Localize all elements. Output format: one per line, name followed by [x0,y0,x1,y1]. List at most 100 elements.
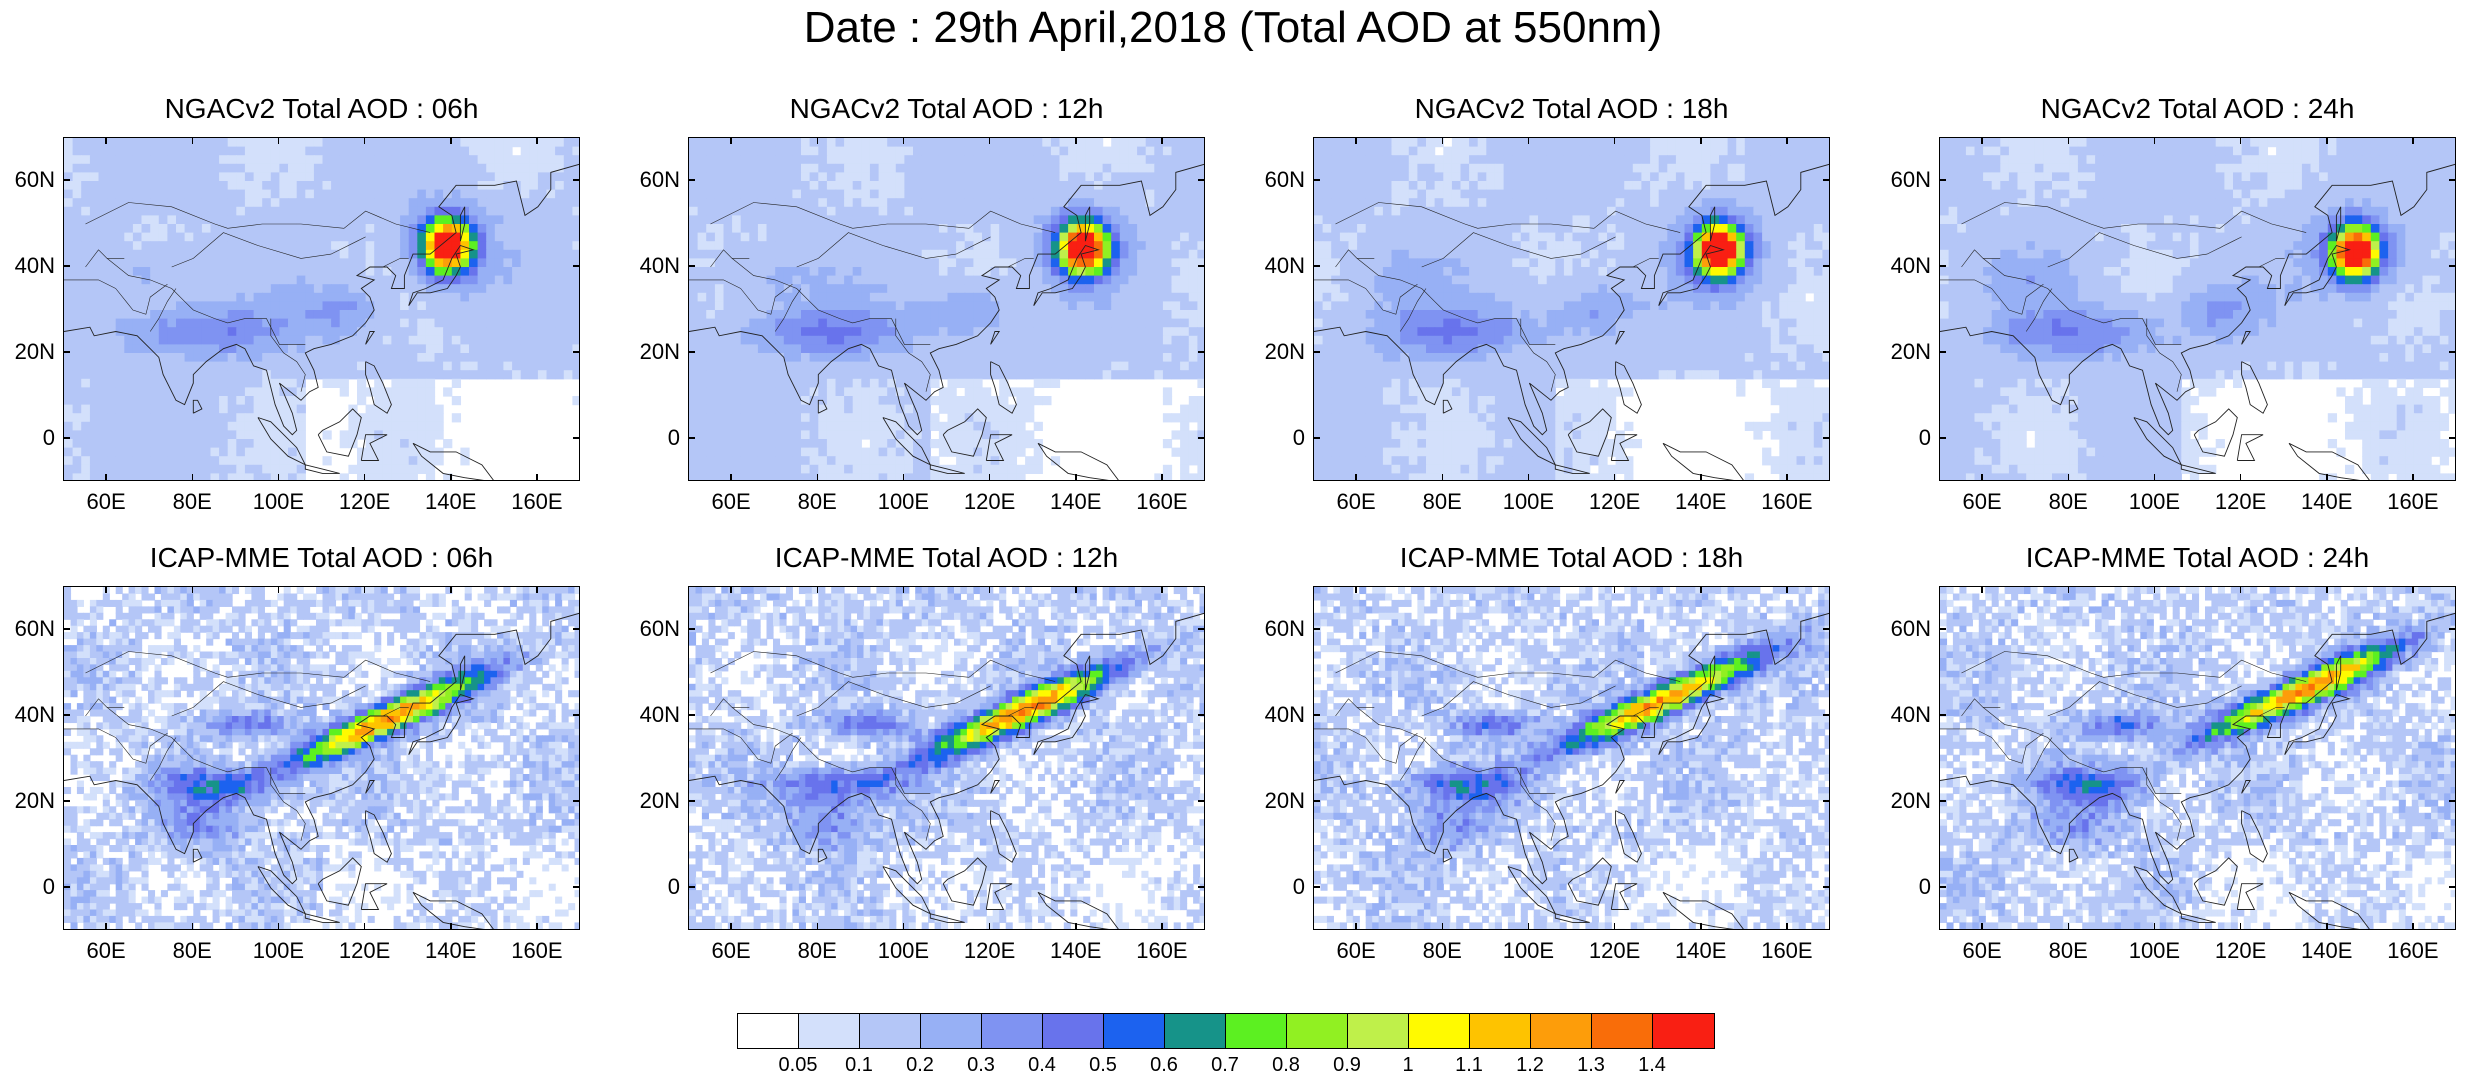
lon-tick [1442,474,1444,481]
colorbar-swatch [1531,1014,1592,1048]
lat-tick [63,265,70,267]
lon-tick-label: 60E [1947,940,2017,962]
lat-tick [1198,714,1205,716]
lon-tick-label: 60E [1321,940,1391,962]
lon-tick-label: 80E [782,491,852,513]
lat-tick [1823,437,1830,439]
lat-tick [573,714,580,716]
lat-tick [2449,179,2456,181]
lat-tick [688,179,695,181]
lon-tick [278,474,280,481]
lat-tick [688,628,695,630]
lat-tick [573,628,580,630]
lon-tick-label: 140E [1666,940,1736,962]
lat-tick [1198,628,1205,630]
lon-tick [2154,137,2156,144]
colorbar-swatch [921,1014,982,1048]
colorbar-swatch [799,1014,860,1048]
lat-tick [2449,800,2456,802]
lon-tick [364,474,366,481]
lon-tick [536,586,538,593]
lon-tick [450,474,452,481]
colorbar-label: 0.1 [829,1055,889,1075]
lon-tick [989,923,991,930]
lat-tick [1939,628,1946,630]
lon-tick [817,586,819,593]
lon-tick [1700,586,1702,593]
aod-field [1940,138,2456,481]
lat-tick-label: 20N [1255,790,1305,812]
lon-tick-label: 60E [696,940,766,962]
lat-tick-label: 60N [1881,169,1931,191]
lon-tick [2240,474,2242,481]
lon-tick-label: 140E [2292,940,2362,962]
colorbar-label: 0.8 [1256,1055,1316,1075]
map-panel [1939,586,2456,930]
lon-tick [1161,474,1163,481]
colorbar-swatch [1287,1014,1348,1048]
panel-title: NGACv2 Total AOD : 18h [1273,93,1870,125]
lon-tick [364,923,366,930]
lon-tick [1981,923,1983,930]
lon-tick [1355,586,1357,593]
lon-tick [1981,586,1983,593]
lat-tick-label: 20N [5,341,55,363]
lon-tick-label: 100E [1493,491,1563,513]
lon-tick [364,137,366,144]
lon-tick-label: 140E [1041,940,1111,962]
lon-tick-label: 120E [955,491,1025,513]
lat-tick [573,265,580,267]
colorbar-label: 0.2 [890,1055,950,1075]
lon-tick-label: 60E [71,940,141,962]
lon-tick-label: 100E [868,940,938,962]
lon-tick [1614,923,1616,930]
lat-tick-label: 60N [1255,169,1305,191]
colorbar-swatch [1104,1014,1165,1048]
lon-tick [1786,474,1788,481]
colorbar-swatch [982,1014,1043,1048]
lon-tick-label: 80E [157,940,227,962]
lon-tick [1442,586,1444,593]
lon-tick [730,137,732,144]
aod-field [1314,587,1830,930]
lat-tick-label: 0 [1255,876,1305,898]
lon-tick [2154,474,2156,481]
lon-tick [2326,137,2328,144]
lat-tick-label: 40N [1881,704,1931,726]
lat-tick-label: 0 [5,876,55,898]
lat-tick-label: 20N [1881,341,1931,363]
lon-tick-label: 60E [1321,491,1391,513]
map-panel [63,586,580,930]
aod-field [64,587,580,930]
lat-tick-label: 20N [5,790,55,812]
lon-tick-label: 80E [1407,940,1477,962]
lat-tick [1823,351,1830,353]
lon-tick [1528,137,1530,144]
lon-tick-label: 60E [696,491,766,513]
lon-tick [536,923,538,930]
lat-tick [63,714,70,716]
lat-tick [1313,800,1320,802]
aod-field [689,138,1205,481]
coastline [1663,443,1745,481]
coastline [1038,443,1120,481]
lon-tick [2326,474,2328,481]
lat-tick [573,437,580,439]
lat-tick [1939,437,1946,439]
lon-tick-label: 120E [955,940,1025,962]
panel-title: ICAP-MME Total AOD : 06h [23,542,620,574]
lon-tick [536,137,538,144]
lon-tick [1981,137,1983,144]
colorbar-label: 0.4 [1012,1055,1072,1075]
lon-tick [1161,137,1163,144]
lat-tick-label: 60N [1255,618,1305,640]
colorbar-label: 0.6 [1134,1055,1194,1075]
colorbar-swatch [1226,1014,1287,1048]
lat-tick [1939,800,1946,802]
lon-tick-label: 140E [416,491,486,513]
lat-tick [1823,265,1830,267]
lat-tick [2449,351,2456,353]
aod-field [64,138,580,481]
lat-tick-label: 0 [630,427,680,449]
lat-tick [688,265,695,267]
